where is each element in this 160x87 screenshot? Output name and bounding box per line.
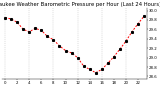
Title: Milwaukee Weather Barometric Pressure per Hour (Last 24 Hours): Milwaukee Weather Barometric Pressure pe… (0, 2, 160, 7)
